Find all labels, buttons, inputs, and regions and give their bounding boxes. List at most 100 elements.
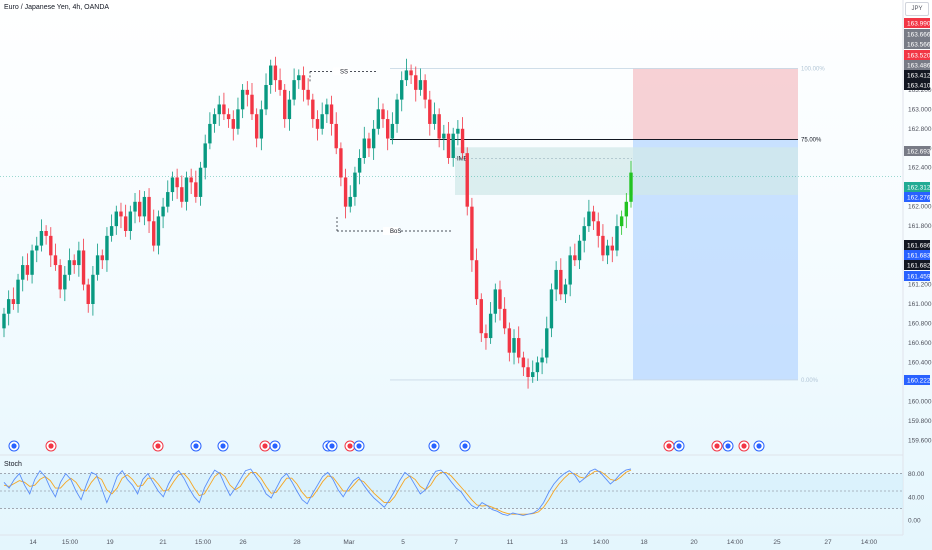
- candle-body: [624, 201, 629, 217]
- price-tag: 163.520: [907, 52, 931, 59]
- candle-body: [156, 216, 161, 246]
- candle-body: [549, 289, 554, 329]
- time-tick: 14:00: [593, 539, 610, 546]
- stoch-tick: 80.00: [908, 471, 925, 478]
- price-tag-bg: [904, 39, 930, 49]
- candle-body: [123, 216, 128, 231]
- candle-body: [329, 104, 334, 124]
- candle-body: [395, 99, 399, 124]
- candle-body: [418, 80, 423, 90]
- price-tick: 161.800: [908, 223, 932, 230]
- price-tag-bg: [904, 18, 930, 28]
- time-tick: 21: [159, 539, 167, 546]
- price-tick: 163.200: [908, 87, 932, 94]
- currency-badge[interactable]: JPY: [905, 2, 929, 16]
- price-tag-bg: [904, 260, 930, 270]
- price-tick: 161.200: [908, 282, 932, 289]
- event-marker-dot: [272, 443, 278, 449]
- candle-body: [554, 269, 558, 290]
- candle-body: [297, 75, 301, 81]
- fib-75-label: 75.00%: [801, 138, 822, 144]
- price-tag: 163.486: [907, 62, 931, 69]
- price-tag-bg: [904, 271, 930, 281]
- candle-body: [226, 114, 231, 120]
- candle-body: [184, 177, 189, 202]
- candle-body: [273, 65, 278, 81]
- stoch-k-line: [3, 468, 632, 516]
- event-marker-dot: [220, 443, 226, 449]
- time-tick: 27: [824, 539, 832, 546]
- candle-body: [605, 245, 610, 256]
- candle-body: [278, 80, 282, 90]
- candle-body: [474, 260, 479, 300]
- candle-body: [306, 89, 310, 100]
- candle-body: [423, 80, 427, 100]
- price-tick: 159.800: [908, 418, 932, 425]
- candle-body: [390, 123, 395, 139]
- candle-body: [629, 172, 633, 202]
- candle-body: [428, 99, 432, 124]
- event-marker-dot: [262, 443, 268, 449]
- candle-body: [610, 245, 614, 251]
- candle-body: [77, 250, 81, 266]
- candle-body: [137, 201, 142, 217]
- candle-body: [502, 308, 507, 329]
- candle-body: [325, 104, 329, 115]
- event-marker-dot: [11, 443, 17, 449]
- candle-body: [371, 128, 376, 149]
- time-tick: 15:00: [62, 539, 79, 546]
- candle-body: [91, 274, 95, 304]
- imb-label: IMB: [457, 156, 468, 162]
- price-tag-bg: [904, 60, 930, 70]
- price-tick: 163.000: [908, 106, 932, 113]
- price-tag: 163.566: [907, 41, 931, 48]
- candle-body: [517, 338, 521, 358]
- price-tag: 161.686: [907, 242, 931, 249]
- candle-body: [175, 177, 179, 188]
- price-tag: 163.410: [907, 82, 931, 89]
- candle-body: [315, 119, 320, 129]
- candle-body: [484, 333, 488, 339]
- candle-body: [208, 123, 212, 144]
- time-tick: 7: [454, 539, 458, 546]
- price-tag-bg: [904, 146, 930, 156]
- event-marker-dot: [356, 443, 362, 449]
- candle-body: [236, 109, 240, 129]
- candle-body: [147, 196, 151, 222]
- candle-body: [582, 226, 586, 241]
- candle-body: [119, 211, 123, 217]
- candle-body: [531, 372, 535, 377]
- price-tick: 160.800: [908, 320, 932, 327]
- price-tag-bg: [904, 192, 930, 202]
- event-marker-dot: [666, 443, 672, 449]
- candle-body: [254, 114, 259, 139]
- event-marker-dot: [676, 443, 682, 449]
- candle-body: [222, 104, 226, 115]
- candle-body: [343, 177, 348, 207]
- time-tick: 18: [640, 539, 648, 546]
- candle-body: [577, 240, 582, 261]
- price-tick: 160.600: [908, 340, 932, 347]
- candle-body: [283, 89, 287, 120]
- candle-body: [404, 70, 409, 81]
- price-tick: 162.400: [908, 165, 932, 172]
- candle-body: [81, 250, 86, 285]
- event-marker-dot: [193, 443, 199, 449]
- candle-body: [86, 284, 90, 304]
- candle-body: [353, 172, 357, 197]
- candle-body: [573, 255, 577, 261]
- price-tag: 163.990: [907, 20, 931, 27]
- time-tick: Mar: [343, 539, 355, 546]
- time-tick: 26: [239, 539, 247, 546]
- candle-body: [189, 177, 193, 183]
- candle-body: [432, 114, 437, 124]
- candle-body: [63, 274, 67, 290]
- candle-body: [21, 265, 25, 280]
- event-marker-dot: [155, 443, 161, 449]
- ss-label: SS: [340, 69, 348, 75]
- candle-body: [166, 192, 170, 207]
- price-tag-bg: [904, 50, 930, 60]
- candle-body: [161, 206, 165, 217]
- price-tag: 161.683: [907, 252, 931, 259]
